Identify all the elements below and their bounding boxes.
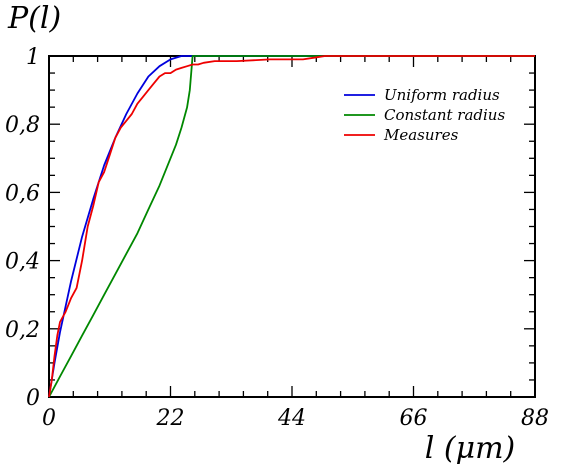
axis-tick-labels: 0 22 44 66 88 0 0,2 0,4 0,6 0,8 1 — [5, 45, 549, 431]
x-tick-label: 66 — [400, 406, 428, 431]
y-tick-label: 1 — [26, 45, 40, 70]
x-tick-label: 0 — [42, 406, 56, 431]
legend-label-constant-radius: Constant radius — [384, 106, 505, 124]
x-tick-label: 44 — [277, 406, 306, 431]
y-tick-label: 0,6 — [5, 181, 40, 206]
legend-label-measures: Measures — [383, 126, 459, 144]
legend-label-uniform-radius: Uniform radius — [384, 86, 500, 104]
y-tick-label: 0,8 — [5, 113, 40, 138]
y-tick-label: 0 — [26, 386, 40, 411]
x-tick-label: 88 — [521, 406, 549, 431]
x-tick-label: 22 — [156, 406, 185, 431]
legend: Uniform radius Constant radius Measures — [344, 86, 505, 144]
x-axis-title: l (μm) — [425, 431, 515, 466]
series-line-measures — [48, 55, 535, 398]
series-line-uniform-radius — [48, 55, 535, 398]
series-group — [48, 55, 535, 398]
y-tick-label: 0,4 — [5, 250, 40, 275]
y-axis-title: P(l) — [7, 1, 61, 36]
axis-ticks — [48, 55, 536, 398]
series-line-constant-radius — [48, 55, 535, 398]
y-tick-label: 0,2 — [5, 318, 40, 343]
